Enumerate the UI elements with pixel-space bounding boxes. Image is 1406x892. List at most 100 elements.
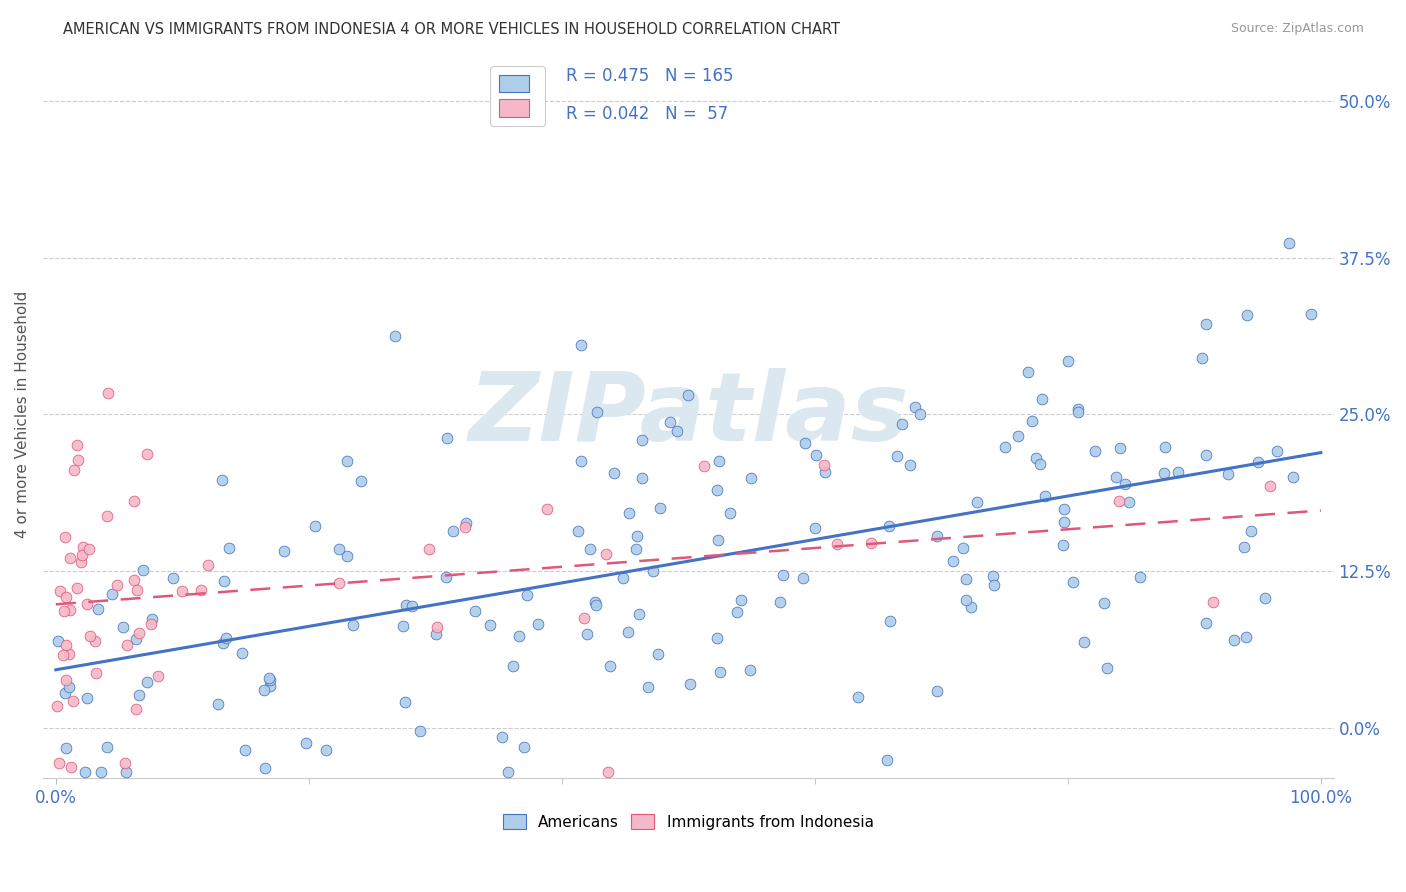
Point (128, 688, 150, 702)
Point (328, 542, 350, 557)
Point (425, 627, 447, 641)
Point (162, 571, 184, 585)
Point (1053, 502, 1076, 516)
Point (115, 764, 138, 779)
Point (231, 647, 253, 661)
Point (418, 542, 440, 557)
Point (595, 547, 617, 561)
Point (942, 554, 965, 568)
Point (1095, 661, 1118, 675)
Point (53, 530, 76, 544)
Point (659, 415, 682, 429)
Point (59, 760, 82, 774)
Point (1067, 402, 1090, 417)
Point (994, 441, 1017, 455)
Point (508, 629, 530, 643)
Point (1301, 307, 1323, 321)
Point (87, 602, 110, 616)
Point (304, 519, 326, 533)
Point (59, 550, 82, 565)
Point (1053, 515, 1076, 529)
Point (436, 431, 458, 445)
Point (879, 614, 901, 628)
Point (259, 673, 281, 687)
Point (813, 458, 835, 472)
Point (860, 535, 883, 549)
Text: R = 0.042   N =  57: R = 0.042 N = 57 (565, 105, 728, 123)
Point (336, 549, 359, 564)
Point (1108, 494, 1130, 508)
Point (794, 436, 817, 450)
Point (215, 631, 238, 645)
Point (1062, 574, 1084, 589)
Point (1084, 444, 1107, 458)
Point (583, 595, 606, 609)
Point (391, 618, 413, 632)
Point (647, 647, 669, 661)
Point (1167, 466, 1189, 480)
Point (122, 573, 145, 587)
Point (63, 463, 86, 477)
Point (107, 578, 129, 592)
Point (212, 636, 235, 650)
Point (1031, 392, 1053, 407)
Point (273, 543, 295, 558)
Point (772, 567, 794, 582)
Point (1191, 351, 1213, 365)
Point (792, 571, 814, 585)
Point (516, 588, 538, 602)
Point (253, 683, 276, 698)
Point (259, 679, 281, 693)
Point (342, 618, 364, 632)
Point (804, 448, 827, 462)
Point (1105, 469, 1128, 483)
Point (569, 454, 592, 468)
Point (84, 665, 107, 680)
Point (599, 658, 621, 673)
Text: ZIPatlas: ZIPatlas (468, 368, 908, 461)
Point (58, 647, 80, 661)
Point (825, 537, 848, 551)
Point (48, 583, 70, 598)
Point (693, 458, 716, 473)
Point (97, 385, 120, 400)
Point (925, 528, 948, 542)
Point (55, 590, 77, 604)
Point (456, 516, 478, 530)
Point (630, 471, 652, 485)
Point (617, 625, 640, 640)
Point (898, 458, 921, 473)
Point (257, 671, 280, 685)
Point (336, 454, 359, 468)
Point (598, 764, 620, 779)
Point (48, 756, 70, 770)
Point (401, 599, 423, 614)
Point (526, 616, 548, 631)
Point (643, 564, 665, 578)
Point (585, 598, 607, 612)
Point (960, 600, 983, 615)
Point (877, 519, 900, 533)
Point (1201, 594, 1223, 608)
Point (904, 400, 927, 414)
Point (1035, 489, 1057, 503)
Point (434, 570, 457, 584)
Point (1067, 405, 1090, 419)
Point (197, 558, 219, 572)
Point (46, 634, 69, 648)
Point (190, 583, 212, 598)
Y-axis label: 4 or more Vehicles in Household: 4 or more Vehicles in Household (15, 291, 30, 538)
Point (846, 690, 869, 705)
Point (141, 612, 163, 626)
Point (1025, 451, 1047, 466)
Point (730, 593, 752, 607)
Point (53, 686, 76, 700)
Point (1265, 443, 1288, 458)
Point (637, 680, 659, 694)
Point (115, 638, 138, 652)
Point (927, 684, 949, 698)
Point (125, 582, 148, 597)
Point (513, 739, 536, 754)
Point (122, 494, 145, 508)
Point (1029, 457, 1052, 471)
